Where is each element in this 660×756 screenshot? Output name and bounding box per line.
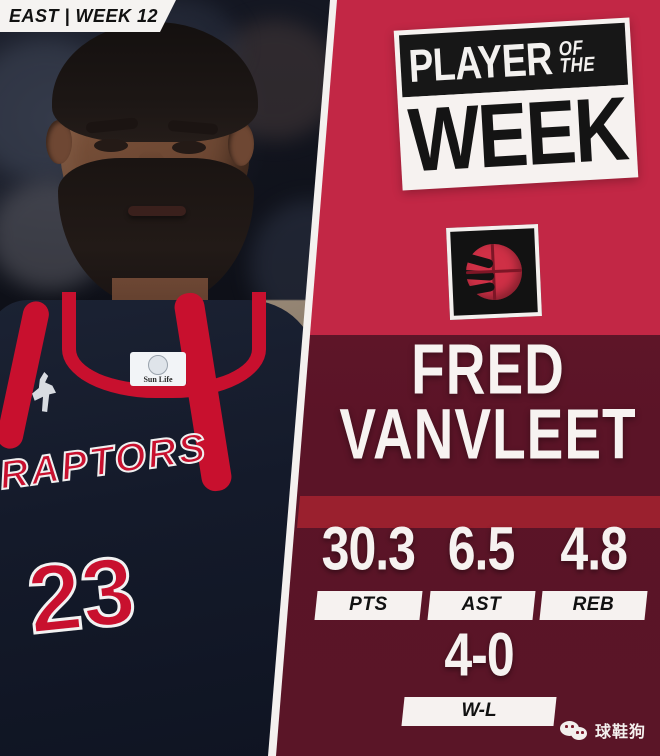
- record-label: W-L: [461, 700, 497, 721]
- stat-pts: 30.3 PTS: [314, 519, 423, 622]
- wechat-dot: [564, 725, 568, 728]
- player-last-name: VANVLEET: [339, 393, 637, 474]
- stat-label: REB: [572, 594, 615, 615]
- player-eye-left: [94, 139, 128, 152]
- conference-week-banner: EAST | WEEK 12: [0, 0, 176, 32]
- stat-value: 6.5: [447, 514, 516, 584]
- player-mouth: [128, 206, 186, 216]
- wechat-icon: [559, 719, 588, 741]
- claw-mark: [458, 251, 495, 270]
- stat-label-bar: REB: [539, 591, 648, 620]
- stat-label-bar: AST: [427, 591, 535, 620]
- stat-reb: 4.8 REB: [539, 519, 648, 622]
- player-hair: [52, 22, 258, 142]
- stat-value: 30.3: [321, 514, 416, 584]
- player-eye-right: [172, 141, 206, 154]
- stat-value: 4.8: [560, 514, 628, 584]
- stat-label: PTS: [349, 594, 388, 615]
- banner-label: EAST | WEEK 12: [9, 5, 159, 26]
- claw-mark: [459, 269, 495, 281]
- record-value: 4-0: [444, 620, 514, 690]
- jersey-sponsor-text: Sun Life: [143, 375, 173, 384]
- record-label-bar: W-L: [401, 697, 557, 726]
- award-title-of-the: OF THE: [558, 36, 596, 78]
- wechat-dot: [570, 725, 574, 728]
- watermark-text: 球鞋狗: [594, 724, 646, 741]
- stat-label: AST: [461, 594, 501, 615]
- stat-win-loss: 4-0 W-L: [401, 625, 557, 726]
- raptors-basketball-claw-icon: [458, 242, 524, 302]
- jersey-number: 23: [21, 535, 141, 656]
- claw-mark: [460, 281, 496, 297]
- wechat-dot: [580, 731, 584, 734]
- wechat-dot: [575, 731, 579, 734]
- wechat-bubble-small: [570, 727, 587, 740]
- award-title-player: PLAYER: [407, 32, 554, 92]
- stat-ast: 6.5 AST: [427, 519, 535, 622]
- award-title-week: WEEK: [405, 77, 630, 191]
- team-logo: [446, 224, 542, 320]
- watermark: 球鞋狗: [559, 718, 646, 742]
- player-name: FRED VANVLEET: [338, 333, 638, 469]
- award-title-week-row: WEEK: [402, 77, 634, 191]
- player-of-the-week-lockup: PLAYER OF THE WEEK: [393, 17, 639, 191]
- stats-row: 30.3 PTS 6.5 AST 4.8 REB: [314, 519, 648, 622]
- player-first-name: FRED: [411, 328, 565, 410]
- sun-life-globe-icon: [148, 355, 168, 375]
- award-title-the: THE: [558, 52, 596, 78]
- jersey-sponsor-patch: Sun Life: [130, 352, 186, 386]
- stat-label-bar: PTS: [314, 591, 423, 620]
